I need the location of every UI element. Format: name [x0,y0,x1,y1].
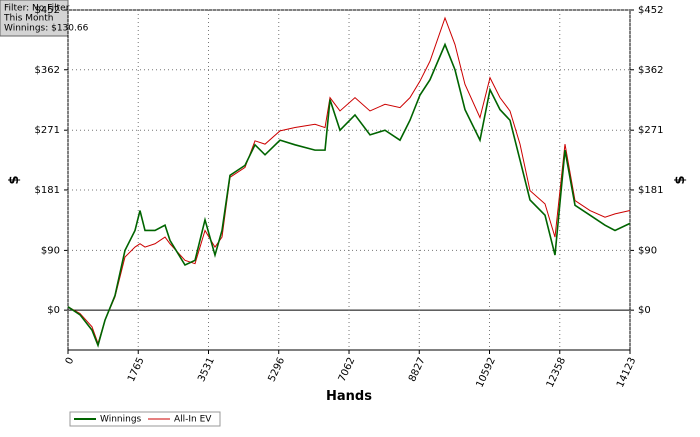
series-line [67,42,631,348]
x-tick-label: 3531 [196,356,217,384]
x-tick-label: 10592 [475,356,498,389]
x-tick-label: 5296 [266,356,287,384]
y-axis-label: $ [7,175,22,184]
y-tick-label-right: $362 [638,65,663,76]
y-tick-label-right: $181 [638,185,663,196]
info-filter: Filter: No Filter [4,4,70,14]
y-tick-label: $362 [35,65,60,76]
legend-box [69,411,221,427]
series-line [67,16,631,345]
y-tick-label: $452 [35,5,60,16]
y-tick-label-right: $271 [638,125,663,136]
y-tick-label-right: $452 [638,5,663,16]
x-tick-label: 14123 [615,356,638,389]
y-tick-label: $90 [41,245,60,256]
y-tick-label: $0 [47,305,60,316]
y-tick-label: $181 [35,185,60,196]
x-tick-label: 8827 [407,356,428,384]
x-tick-label: 12358 [545,356,568,389]
info-period: This Month [3,14,53,24]
x-axis-label: Hands [326,389,372,404]
x-tick-label: 7062 [337,356,358,384]
x-tick-label: 0 [64,356,77,366]
y-tick-label: $271 [35,125,60,136]
x-tick-label: 1765 [126,356,147,384]
y-tick-label-right: $90 [638,245,657,256]
info-winnings: Winnings: $130.66 [4,24,89,34]
y-axis-label-right: $ [673,175,688,184]
legend-label: All-In EV [174,415,212,425]
y-tick-label-right: $0 [638,305,651,316]
legend-label: Winnings [100,415,142,425]
